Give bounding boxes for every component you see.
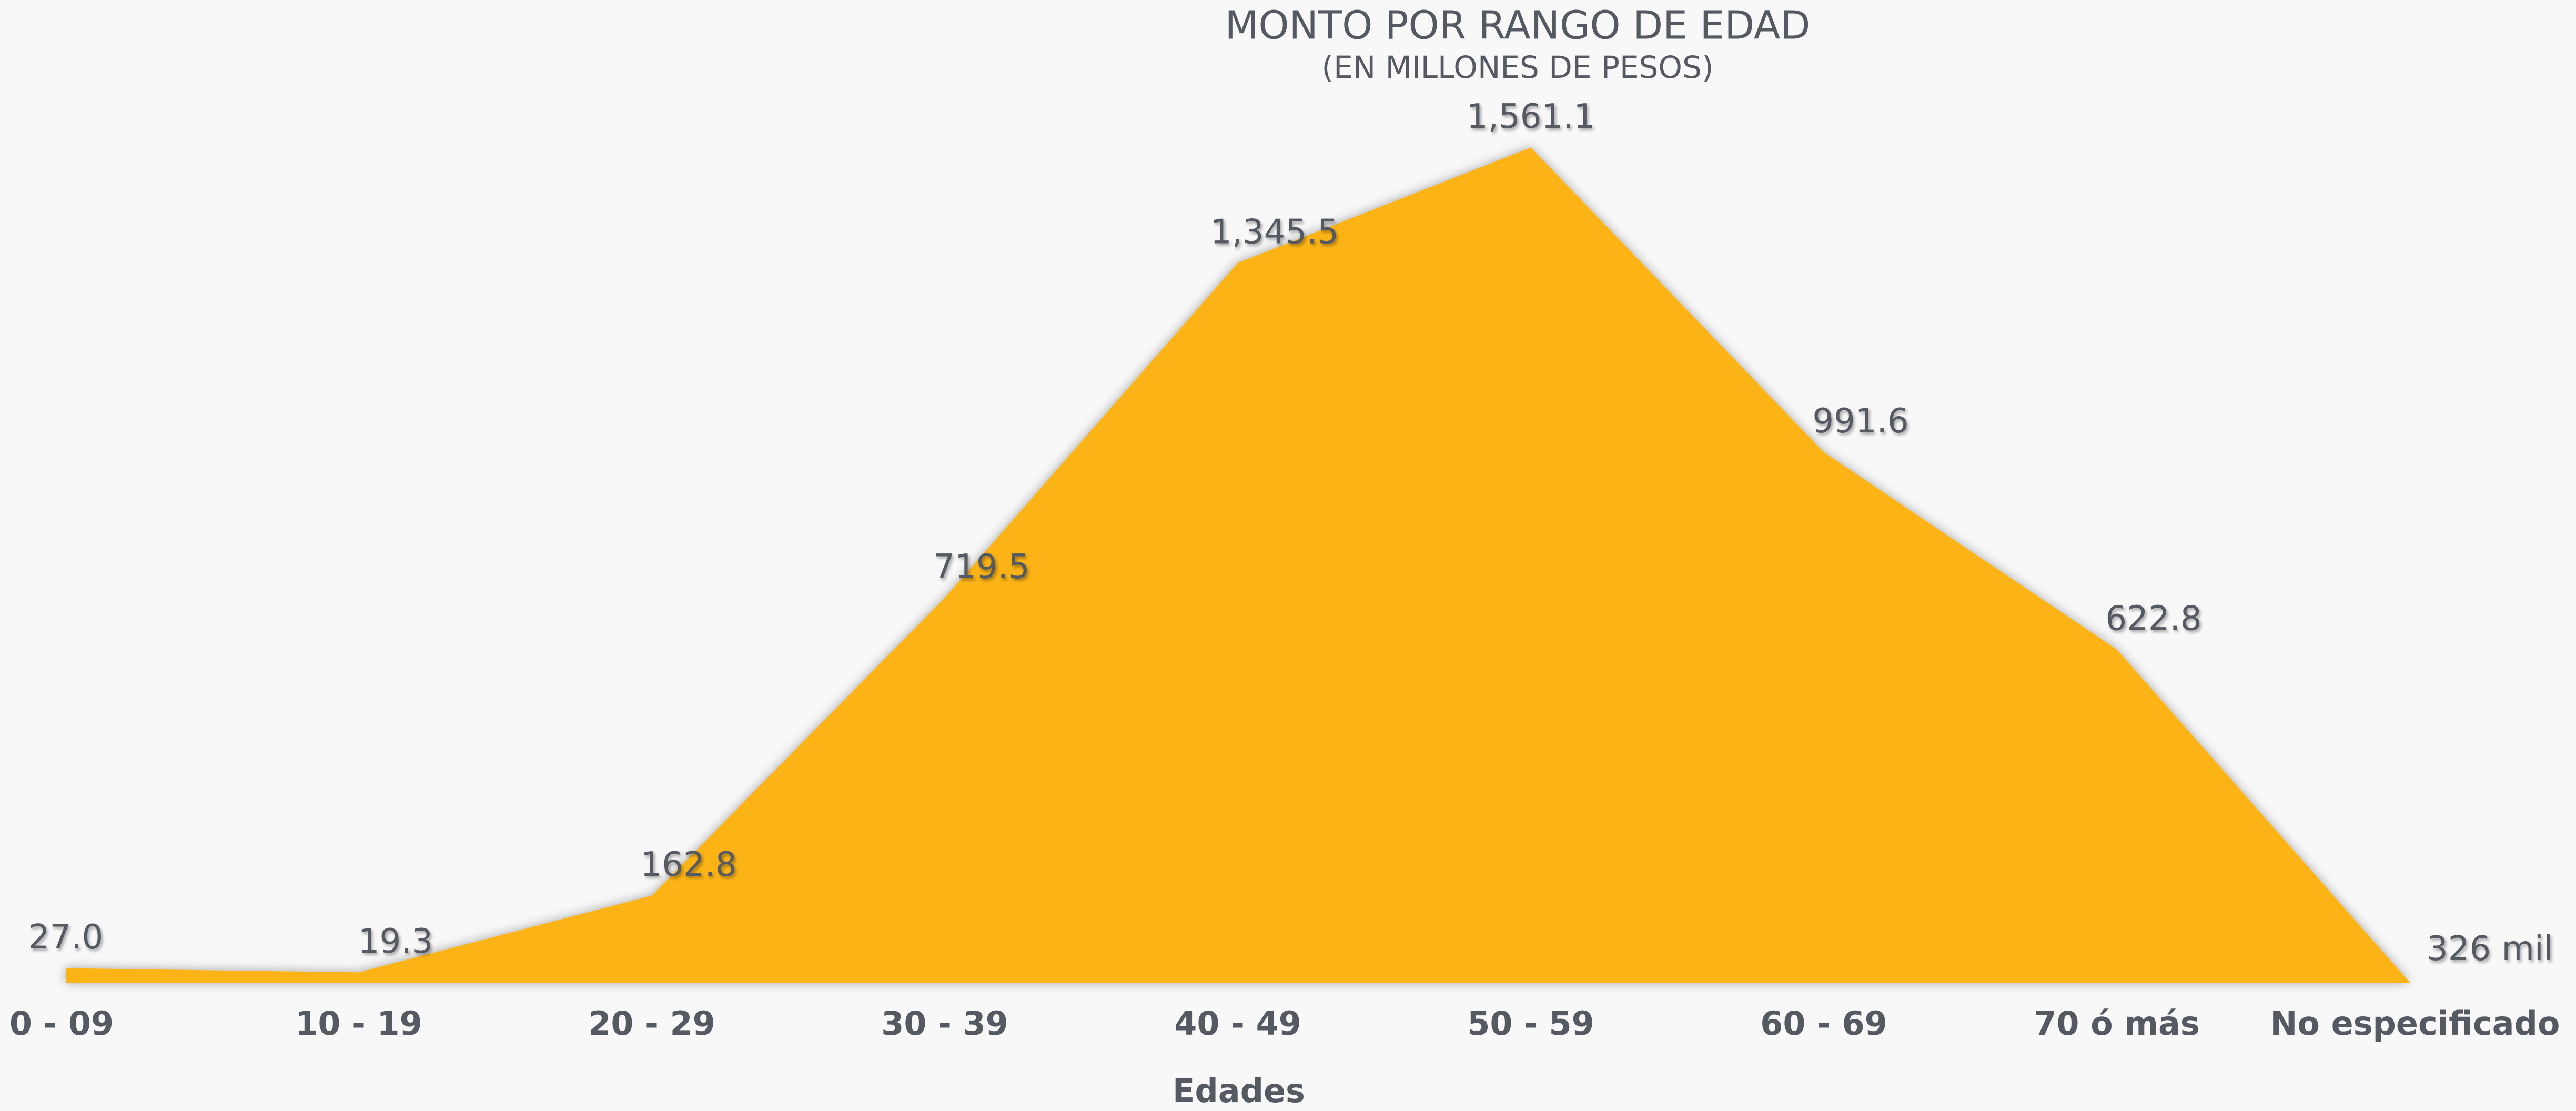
data-label: 991.6 [1812, 402, 1908, 441]
area [66, 147, 2410, 983]
x-tick-label: 40 - 49 [1174, 1004, 1301, 1043]
x-tick-label: 50 - 59 [1467, 1004, 1594, 1043]
x-tick-label: 0 - 09 [9, 1004, 114, 1043]
x-tick-label: 20 - 29 [588, 1004, 715, 1043]
data-label: 1,561.1 [1467, 97, 1595, 136]
x-tick-label: 30 - 39 [881, 1004, 1008, 1043]
data-label: 1,345.5 [1210, 213, 1339, 251]
data-label: 719.5 [933, 548, 1029, 587]
chart-subtitle: (EN MILLONES DE PESOS) [1321, 49, 1713, 85]
x-tick-label: 60 - 69 [1760, 1004, 1887, 1043]
x-tick-label: 10 - 19 [295, 1004, 422, 1043]
data-label: 19.3 [358, 922, 433, 961]
data-label: 326 mil [2427, 930, 2553, 968]
data-label: 27.0 [28, 918, 104, 957]
data-label: 162.8 [640, 845, 736, 884]
x-tick-label: 70 ó más [2034, 1004, 2199, 1043]
data-label: 622.8 [2105, 599, 2201, 638]
x-tick-label: No especificado [2270, 1004, 2560, 1043]
x-axis-title: Edades [1173, 1072, 1305, 1110]
chart-title: MONTO POR RANGO DE EDAD [1225, 3, 1810, 48]
